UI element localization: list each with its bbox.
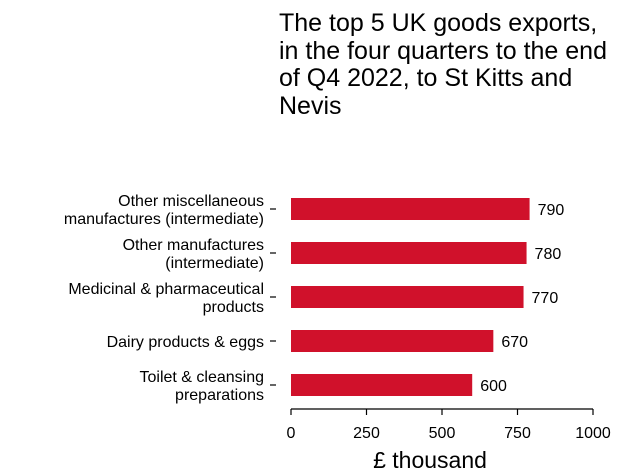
category-label-1: Other manufactures (intermediate) <box>123 237 264 272</box>
category-label-line: Medicinal & pharmaceutical <box>68 281 264 298</box>
chart-title: The top 5 UK goods exports, in the four … <box>279 9 607 120</box>
bar-2 <box>291 286 524 308</box>
bar-4 <box>291 374 473 396</box>
value-label-3: 670 <box>501 334 528 351</box>
category-label-line: products <box>203 299 264 316</box>
value-label-1: 780 <box>535 246 562 263</box>
value-label-2: 770 <box>532 290 559 307</box>
category-label-4: Toilet & cleansing preparations <box>139 369 264 404</box>
category-label-3: Dairy products & eggs <box>107 334 264 351</box>
x-axis-title: £ thousand <box>373 447 487 473</box>
bar-0 <box>291 198 530 220</box>
x-tick-label-3: 750 <box>504 425 531 442</box>
category-label-line: Other miscellaneous <box>118 193 264 210</box>
category-label-line: manufactures (intermediate) <box>64 211 264 228</box>
category-label-line: (intermediate) <box>165 255 264 272</box>
category-label-2: Medicinal & pharmaceutical products <box>68 281 264 316</box>
value-label-0: 790 <box>538 202 565 219</box>
x-tick-label-1: 250 <box>353 425 380 442</box>
x-tick-label-0: 0 <box>287 425 296 442</box>
bar-3 <box>291 330 494 352</box>
category-label-line: Dairy products & eggs <box>107 334 264 351</box>
category-label-line: preparations <box>175 387 264 404</box>
bar-1 <box>291 242 527 264</box>
x-tick-label-4: 1000 <box>575 425 611 442</box>
category-label-0: Other miscellaneous manufactures (interme… <box>64 193 264 228</box>
category-label-line: Other manufactures <box>123 237 264 254</box>
category-label-line: Toilet & cleansing <box>139 369 264 386</box>
value-label-4: 600 <box>480 378 507 395</box>
x-tick-label-2: 500 <box>429 425 456 442</box>
